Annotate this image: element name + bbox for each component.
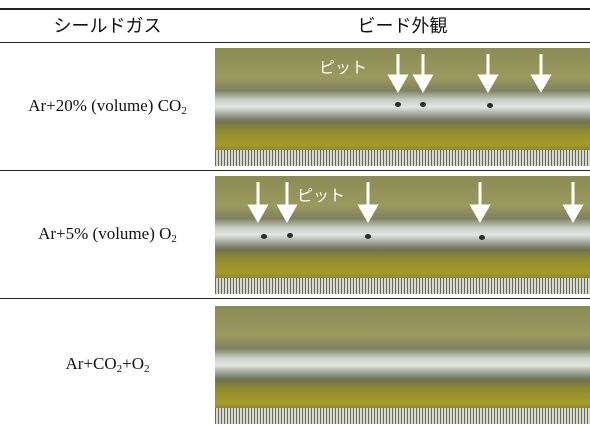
ruler xyxy=(215,408,590,424)
gas-text: +O xyxy=(122,354,144,373)
arrows xyxy=(215,176,590,294)
row-rule xyxy=(0,298,590,299)
subscript: 2 xyxy=(171,233,177,245)
row-rule xyxy=(0,170,590,171)
subscript: 2 xyxy=(144,363,150,375)
bead-image xyxy=(215,306,590,424)
bead-image: ピット xyxy=(215,48,590,166)
arrows xyxy=(215,48,590,166)
gas-text: Ar+5% (volume) O xyxy=(38,224,171,243)
header-cell: ビード外観 xyxy=(215,10,590,42)
subscript: 2 xyxy=(181,105,187,117)
header-rule xyxy=(0,42,590,43)
gas-text: Ar+CO xyxy=(65,354,116,373)
gas-label: Ar+20% (volume) CO2 xyxy=(0,96,215,117)
bead-image: ピット xyxy=(215,176,590,294)
gas-text: Ar+20% (volume) CO xyxy=(28,96,181,115)
page: シールドガス ビード外観 Ar+20% (volume) CO2 ピット Ar+… xyxy=(0,0,590,426)
header-cell: シールドガス xyxy=(0,10,215,42)
gas-label: Ar+CO2+O2 xyxy=(0,354,215,375)
gas-label: Ar+5% (volume) O2 xyxy=(0,224,215,245)
